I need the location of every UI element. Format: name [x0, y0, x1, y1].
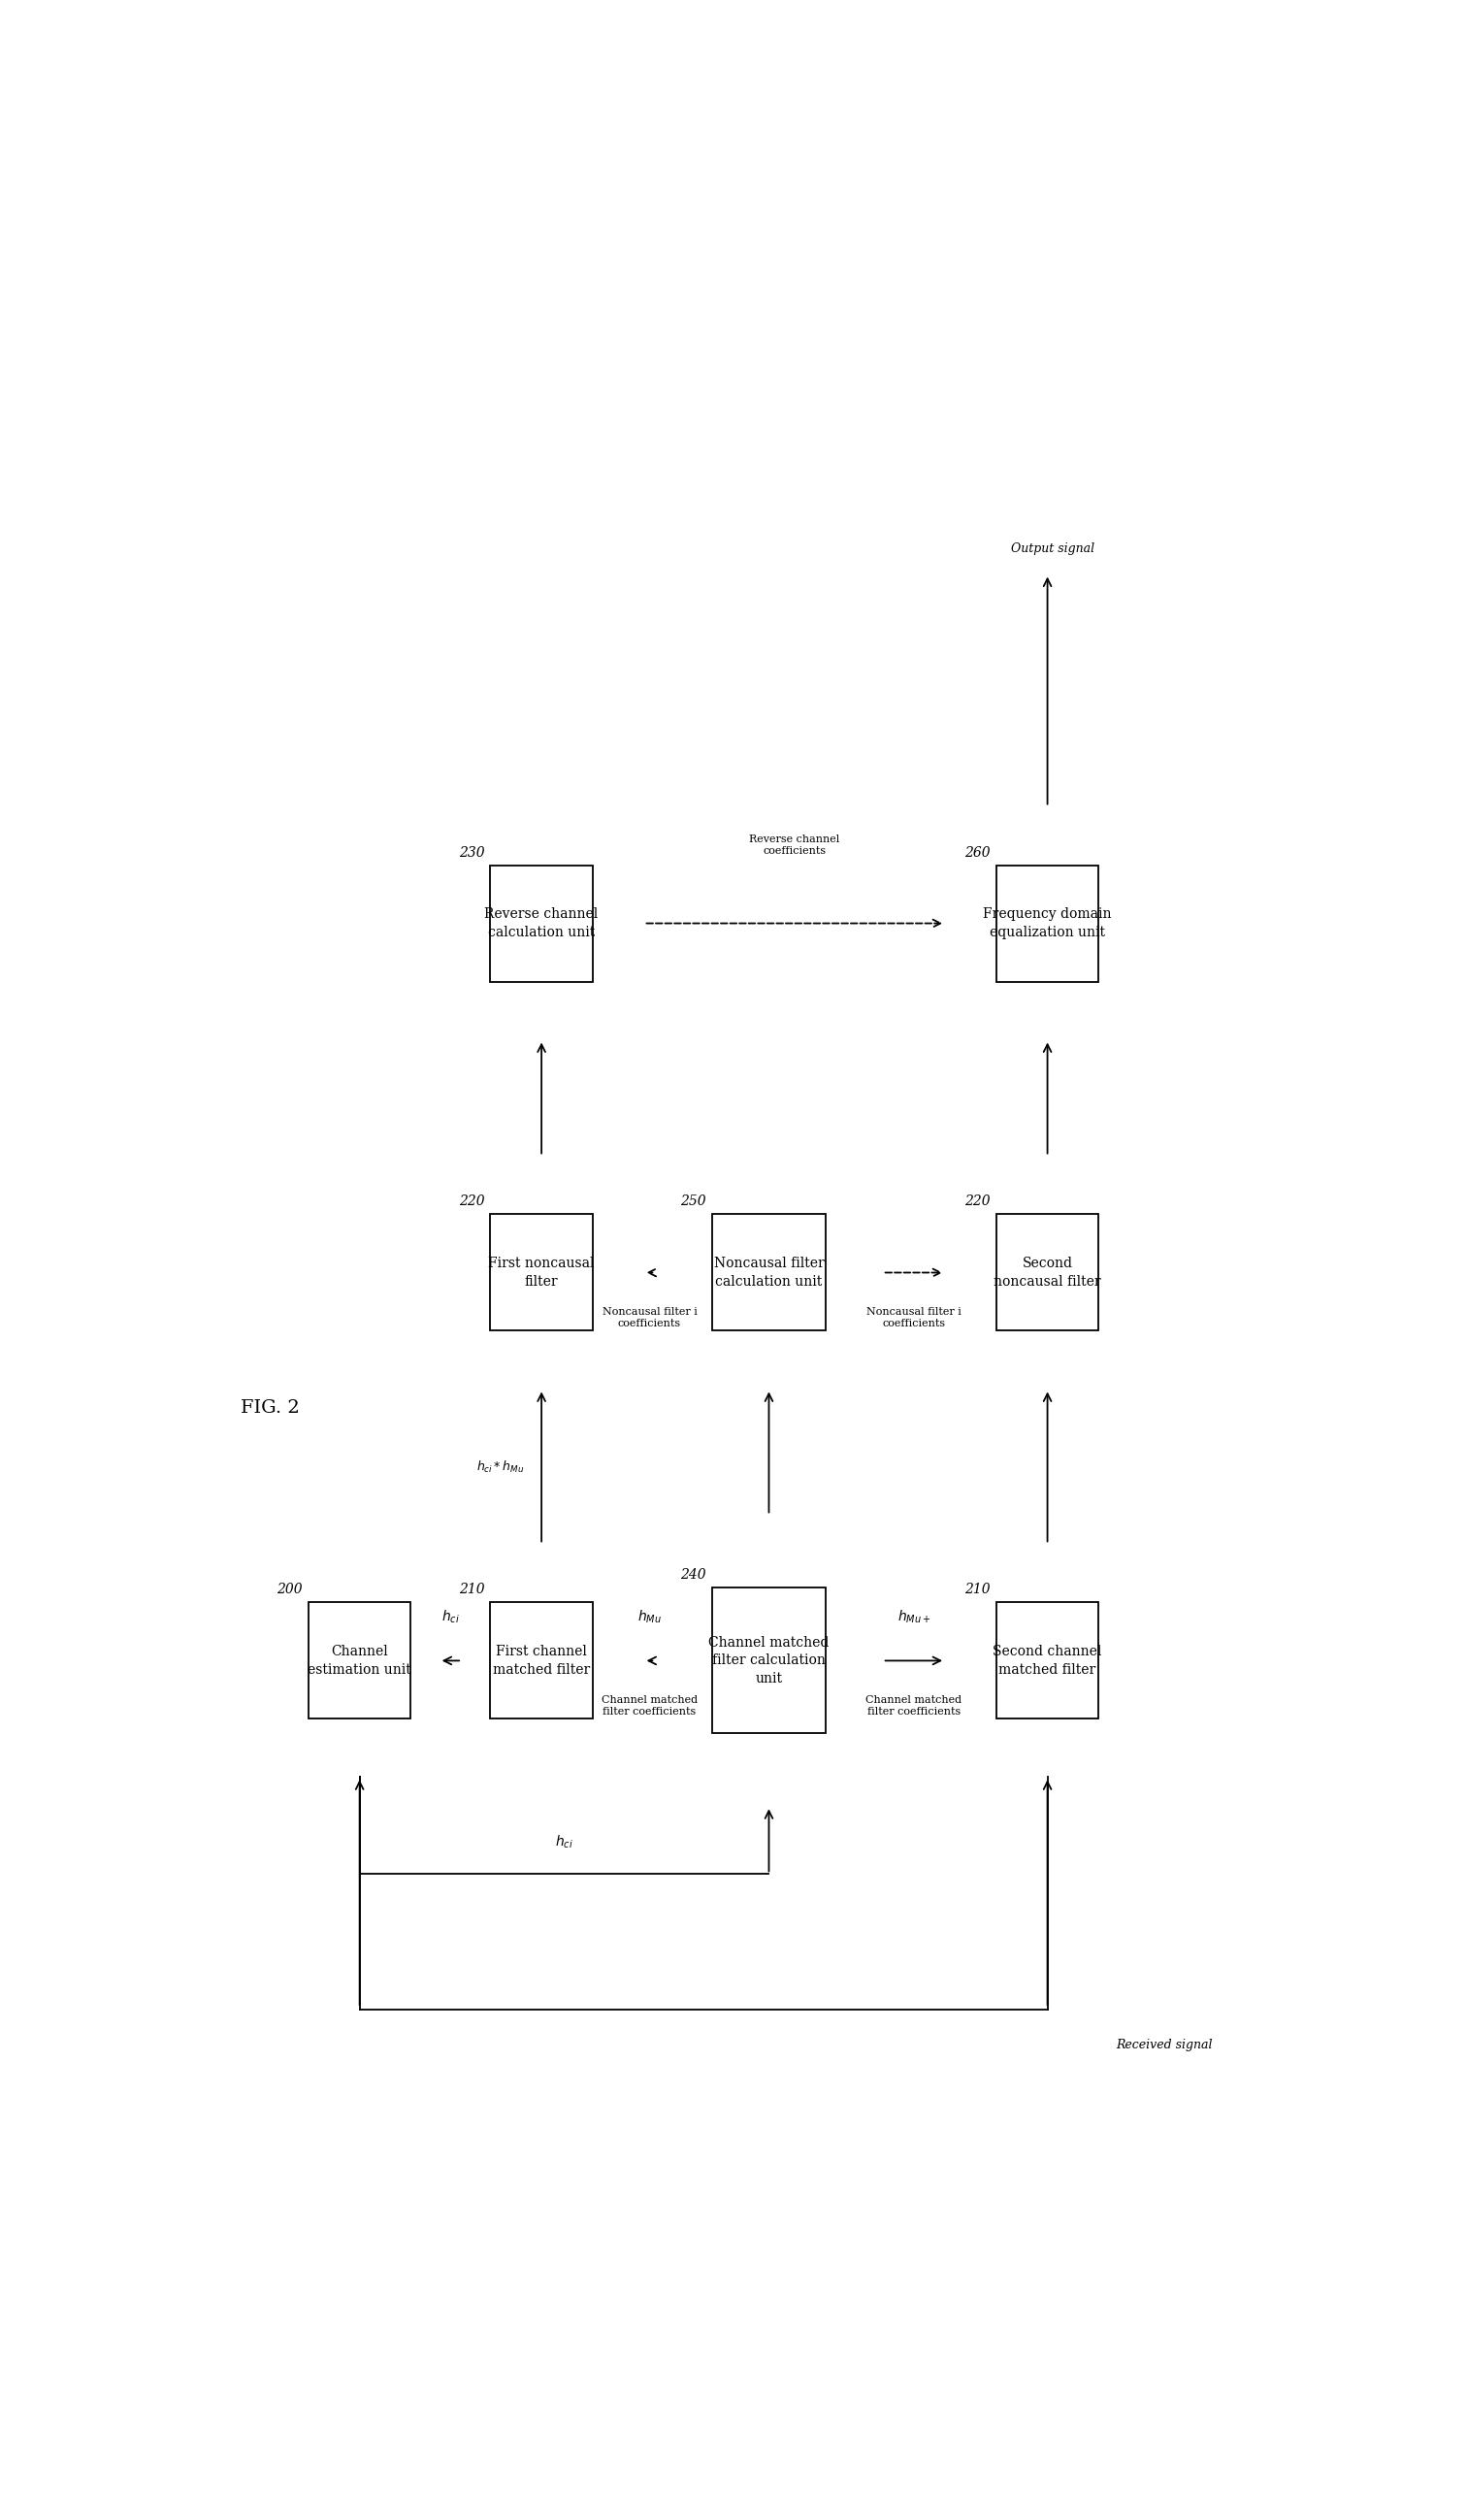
Text: Reverse channel
calculation unit: Reverse channel calculation unit [484, 907, 599, 940]
Bar [308, 1603, 411, 1719]
Text: $h_{Mu+}$: $h_{Mu+}$ [898, 1608, 930, 1625]
Text: FIG. 2: FIG. 2 [241, 1399, 299, 1416]
Text: 230: 230 [459, 847, 484, 859]
Text: Output signal: Output signal [1011, 542, 1094, 554]
Text: 220: 220 [965, 1194, 990, 1210]
Text: $h_{ci} * h_{Mu}$: $h_{ci} * h_{Mu}$ [477, 1459, 524, 1474]
Text: Noncausal filter i
coefficients: Noncausal filter i coefficients [601, 1308, 697, 1328]
Text: $h_{ci}$: $h_{ci}$ [555, 1835, 574, 1850]
Text: First channel
matched filter: First channel matched filter [493, 1646, 590, 1676]
Text: 260: 260 [965, 847, 990, 859]
Text: $h_{ci}$: $h_{ci}$ [442, 1608, 459, 1625]
Text: Received signal: Received signal [1116, 2039, 1212, 2051]
Bar [490, 1215, 593, 1331]
Text: 210: 210 [459, 1583, 484, 1598]
Text: Channel
estimation unit: Channel estimation unit [308, 1646, 411, 1676]
Text: Reverse channel
coefficients: Reverse channel coefficients [750, 834, 839, 854]
Bar [490, 864, 593, 983]
Text: Channel matched
filter calculation
unit: Channel matched filter calculation unit [709, 1635, 829, 1686]
Bar [711, 1588, 826, 1734]
Text: 220: 220 [459, 1194, 484, 1210]
Text: 240: 240 [681, 1567, 707, 1583]
Text: Channel matched
filter coefficients: Channel matched filter coefficients [866, 1696, 962, 1716]
Bar [490, 1603, 593, 1719]
Bar [996, 1603, 1099, 1719]
Text: Second
noncausal filter: Second noncausal filter [993, 1257, 1102, 1288]
Bar [996, 864, 1099, 983]
Bar [711, 1215, 826, 1331]
Text: 210: 210 [965, 1583, 990, 1598]
Text: Frequency domain
equalization unit: Frequency domain equalization unit [983, 907, 1112, 940]
Text: Noncausal filter
calculation unit: Noncausal filter calculation unit [714, 1257, 824, 1288]
Text: Noncausal filter i
coefficients: Noncausal filter i coefficients [867, 1308, 961, 1328]
Text: 200: 200 [277, 1583, 302, 1598]
Text: Channel matched
filter coefficients: Channel matched filter coefficients [601, 1696, 698, 1716]
Text: 250: 250 [681, 1194, 707, 1210]
Text: $h_{Mu}$: $h_{Mu}$ [638, 1608, 662, 1625]
Bar [996, 1215, 1099, 1331]
Text: First noncausal
filter: First noncausal filter [489, 1257, 594, 1288]
Text: Second channel
matched filter: Second channel matched filter [993, 1646, 1102, 1676]
